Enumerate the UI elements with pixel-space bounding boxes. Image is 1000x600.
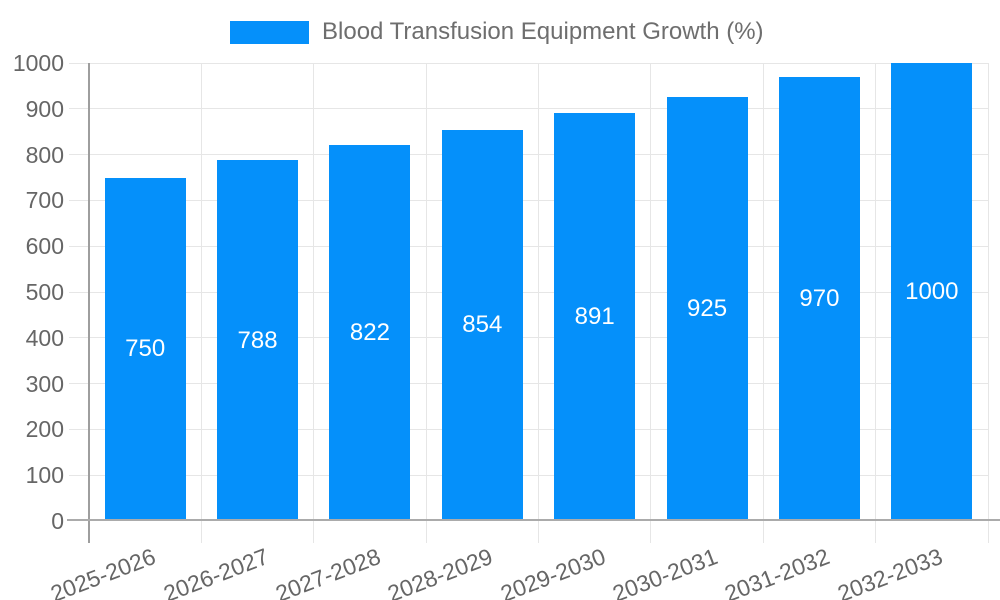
y-tick-label: 900	[25, 95, 64, 122]
y-gridline	[69, 108, 988, 110]
plot-area: 0 100 200 300 400 500 600 700 800 900 1000 750 788 82…	[13, 50, 1000, 600]
bar	[217, 160, 299, 521]
x-gridline	[425, 63, 427, 543]
y-tick-label: 600	[25, 233, 64, 260]
y-tick-label: 0	[51, 508, 64, 534]
y-axis-line	[88, 63, 90, 543]
bar	[778, 76, 860, 521]
y-gridline	[69, 291, 988, 293]
y-tick-label: 700	[25, 187, 64, 214]
y-tick-label: 400	[25, 324, 64, 351]
y-gridline	[69, 245, 988, 247]
bar	[666, 97, 748, 521]
x-tick-label: 2029-2030	[496, 543, 609, 600]
bar	[554, 112, 636, 521]
bar	[891, 63, 973, 521]
y-gridline	[69, 62, 988, 64]
bar-value-label: 750	[125, 335, 166, 363]
bar	[329, 144, 411, 521]
y-gridline	[69, 383, 988, 385]
bar-value-label: 854	[462, 311, 503, 339]
y-gridline	[69, 199, 988, 201]
x-tick-label: 2028-2029	[384, 543, 497, 600]
x-gridline	[538, 63, 539, 543]
chart-title: Blood Transfusion Equipment Growth (%)	[322, 18, 764, 45]
bar-value-label: 822	[349, 318, 390, 346]
bar-value-label: 970	[799, 284, 840, 312]
x-axis-line	[67, 519, 1000, 521]
x-tick-label: 2025-2026	[47, 543, 160, 600]
x-tick-label: 2026-2027	[159, 543, 272, 600]
bar-value-label: 925	[687, 295, 728, 323]
bar-value-label: 1000	[905, 278, 959, 305]
y-tick-label: 300	[25, 370, 64, 397]
x-gridline	[200, 63, 202, 543]
x-gridline	[987, 63, 989, 543]
y-tick-label: 1000	[12, 50, 64, 76]
y-tick-label: 200	[25, 416, 64, 443]
y-tick-label: 100	[25, 462, 64, 489]
y-gridline	[69, 474, 988, 476]
y-gridline	[69, 337, 988, 339]
x-gridline	[650, 63, 652, 543]
y-tick-label: 500	[25, 279, 64, 305]
x-tick-label: 2027-2028	[271, 543, 384, 600]
x-tick-label: 2032-2033	[833, 543, 946, 600]
x-gridline	[762, 63, 764, 543]
bar-value-label: 891	[574, 302, 615, 330]
bar	[441, 129, 523, 521]
legend-swatch	[230, 20, 309, 44]
bar-value-label: 788	[237, 326, 278, 354]
y-tick-label: 800	[25, 141, 64, 168]
x-gridline	[875, 63, 877, 543]
x-tick-label: 2031-2032	[721, 543, 834, 600]
bar	[104, 177, 186, 521]
x-gridline	[313, 63, 315, 543]
y-gridline	[69, 154, 988, 156]
y-gridline	[69, 428, 988, 430]
chart-legend-item[interactable]: Blood Transfusion Equipment Growth (%)	[230, 18, 764, 46]
x-tick-label: 2030-2031	[609, 543, 722, 600]
